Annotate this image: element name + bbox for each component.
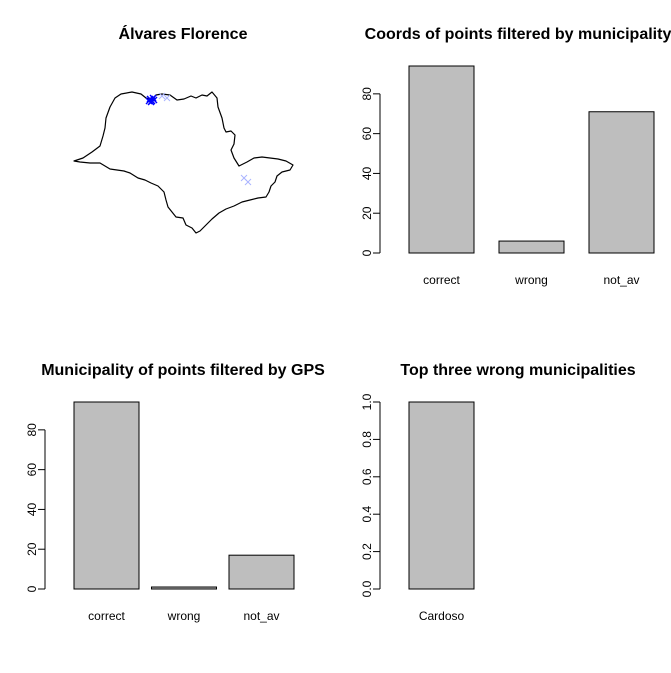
chart-title: Municipality of points filtered by GPS bbox=[41, 362, 325, 379]
category-label: correct bbox=[423, 273, 460, 287]
y-tick-label: 0 bbox=[360, 249, 374, 256]
y-tick-label: 20 bbox=[25, 542, 39, 556]
bar-wrong bbox=[498, 240, 565, 254]
category-label: not_av bbox=[243, 609, 279, 623]
y-tick-label: 80 bbox=[360, 87, 374, 101]
y-tick-label: 0.4 bbox=[360, 506, 374, 523]
category-label: wrong bbox=[514, 273, 548, 287]
y-tick-label: 60 bbox=[360, 127, 374, 141]
point-marker bbox=[145, 97, 153, 105]
category-label: Cardoso bbox=[419, 609, 465, 623]
bar-correct bbox=[73, 401, 140, 590]
y-tick-label: 40 bbox=[360, 166, 374, 180]
bar-wrong bbox=[151, 586, 217, 590]
chart-title: Coords of points filtered by municipalit… bbox=[365, 26, 671, 43]
y-tick-label: 0.0 bbox=[360, 580, 374, 597]
y-tick-label: 0.6 bbox=[360, 468, 374, 485]
y-tick-label: 40 bbox=[25, 502, 39, 516]
y-tick-label: 0 bbox=[25, 585, 39, 592]
y-tick-label: 20 bbox=[360, 206, 374, 220]
chart-title: Top three wrong municipalities bbox=[400, 362, 635, 379]
map-title: Álvares Florence bbox=[119, 24, 248, 43]
map-panel: Álvares Florence bbox=[73, 24, 294, 234]
bar-not_av bbox=[588, 111, 655, 254]
point-marker bbox=[149, 94, 157, 102]
y-tick-label: 60 bbox=[25, 463, 39, 477]
bar-chart-coords-by-municipality: Coords of points filtered by municipalit… bbox=[360, 26, 671, 287]
y-tick-label: 0.8 bbox=[360, 431, 374, 448]
bar-chart-municipality-by-gps: Municipality of points filtered by GPS co… bbox=[25, 362, 325, 623]
category-label: correct bbox=[88, 609, 125, 623]
bar-chart-top-wrong-municipalities: Top three wrong municipalities Cardoso 0.0… bbox=[360, 362, 636, 623]
faded-point-marker bbox=[244, 178, 252, 186]
bar-not_av bbox=[228, 554, 295, 590]
bar-Cardoso bbox=[408, 401, 475, 590]
faded-point-marker bbox=[163, 94, 171, 102]
faded-point-marker bbox=[158, 92, 166, 100]
category-label: wrong bbox=[167, 609, 201, 623]
y-tick-label: 0.2 bbox=[360, 543, 374, 560]
point-markers bbox=[145, 94, 158, 106]
category-label: not_av bbox=[603, 273, 639, 287]
bar-correct bbox=[408, 65, 475, 254]
y-tick-label: 80 bbox=[25, 423, 39, 437]
point-marker bbox=[147, 98, 155, 106]
state-outline-map bbox=[73, 91, 294, 234]
faded-point-markers bbox=[158, 92, 252, 186]
y-tick-label: 1.0 bbox=[360, 393, 374, 410]
